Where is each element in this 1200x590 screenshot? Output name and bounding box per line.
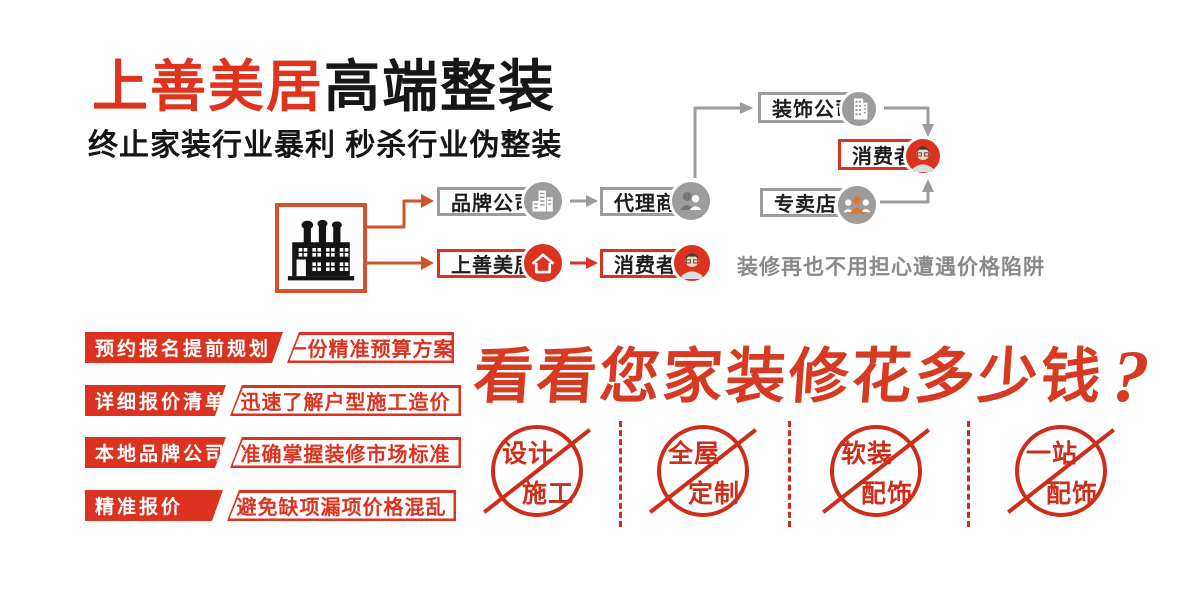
store-to-consumer-line xyxy=(880,192,930,204)
node-label: 消费者 xyxy=(852,146,915,168)
node-consumer-top: 消费者 xyxy=(838,136,943,176)
stamp-word-bottom: 定制 xyxy=(687,481,740,508)
stamp-divider xyxy=(619,421,622,527)
benefit-desc-box: 准确掌握装修市场标准 xyxy=(230,437,461,468)
arrowhead xyxy=(586,257,598,269)
benefit-label: 本地品牌公司 xyxy=(85,437,226,468)
subtitle: 终止家装行业暴利 秒杀行业伪整装 xyxy=(88,129,563,162)
store-people-icon xyxy=(835,183,879,227)
decoration-to-consumer-line xyxy=(884,106,930,124)
stamp-divider xyxy=(788,421,791,527)
stamp-word-top: 设计 xyxy=(502,441,555,468)
price-trap-note: 装修再也不用担心遭遇价格陷阱 xyxy=(737,256,1045,279)
benefit-desc: 迅速了解户型施工造价 xyxy=(232,387,459,414)
people-icon xyxy=(669,179,713,223)
arrowhead xyxy=(421,256,434,270)
benefit-desc: 一份精准预算方案 xyxy=(289,334,452,361)
node-shangshan: 上善美居 xyxy=(437,241,565,285)
agent-to-decoration-line xyxy=(693,106,740,178)
node-decoration-company: 装饰公司 xyxy=(758,89,879,129)
node-label: 装饰公司 xyxy=(772,99,856,121)
page-title: 上善美居高端整装 xyxy=(92,42,556,123)
node-agent: 代理商 xyxy=(600,179,713,223)
stamp-whole-house-custom: 全屋 定制 xyxy=(648,425,758,517)
benefit-desc-box: 迅速了解户型施工造价 xyxy=(230,385,461,416)
benefit-desc: 避免缺项漏项价格混乱 xyxy=(229,492,454,519)
node-consumer-bottom: 消费者 xyxy=(600,242,713,284)
node-label: 代理商 xyxy=(614,193,677,215)
node-label: 上善美居 xyxy=(451,255,535,277)
node-label: 消费者 xyxy=(614,255,677,277)
benefit-label: 精准报价 xyxy=(85,490,223,521)
arrowhead xyxy=(586,195,598,207)
benefit-desc-box: 一份精准预算方案 xyxy=(287,332,454,363)
stamp-one-stop: 一站 配饰 xyxy=(1006,425,1116,517)
headline: 看看您家装修花多少钱? xyxy=(471,328,1155,418)
node-store: 专卖店 xyxy=(760,183,879,227)
factory-icon xyxy=(287,219,355,281)
house-icon xyxy=(521,241,565,285)
title-suffix: 高端整装 xyxy=(324,55,556,118)
stamp-word-top: 一站 xyxy=(1026,441,1079,468)
factory-to-brand-line xyxy=(367,199,421,229)
stamp-word-bottom: 配饰 xyxy=(1045,481,1098,508)
stamp-divider xyxy=(967,421,970,527)
arrowhead xyxy=(421,194,434,208)
stamp-soft-furnishing: 软装 配饰 xyxy=(821,425,931,517)
arrowhead xyxy=(740,102,753,114)
benefit-label: 预约报名提前规划 xyxy=(85,332,283,363)
stamp-word-bottom: 配饰 xyxy=(860,481,913,508)
headline-text: 看看您家装修花多少钱 xyxy=(471,344,1106,410)
stamp-word-top: 软装 xyxy=(841,441,894,468)
benefit-label: 详细报价清单 xyxy=(85,385,226,416)
brand-name: 上善美居 xyxy=(92,55,324,118)
benefit-desc: 准确掌握装修市场标准 xyxy=(232,439,459,466)
stamp-design-construction: 设计 施工 xyxy=(482,425,592,517)
building-icon xyxy=(839,89,879,129)
consumer-avatar-icon xyxy=(903,136,943,176)
buildings-icon xyxy=(521,179,565,223)
node-label: 专卖店 xyxy=(774,194,837,216)
stamp-word-top: 全屋 xyxy=(668,441,721,468)
node-label: 品牌公司 xyxy=(451,193,535,215)
consumer-avatar-icon xyxy=(671,242,713,284)
factory-box xyxy=(275,203,367,293)
question-mark: ? xyxy=(1108,336,1155,418)
node-brand-company: 品牌公司 xyxy=(437,179,565,223)
benefit-desc-box: 避免缺项漏项价格混乱 xyxy=(227,490,456,521)
stamp-word-bottom: 施工 xyxy=(521,481,574,508)
arrowhead xyxy=(922,179,934,192)
